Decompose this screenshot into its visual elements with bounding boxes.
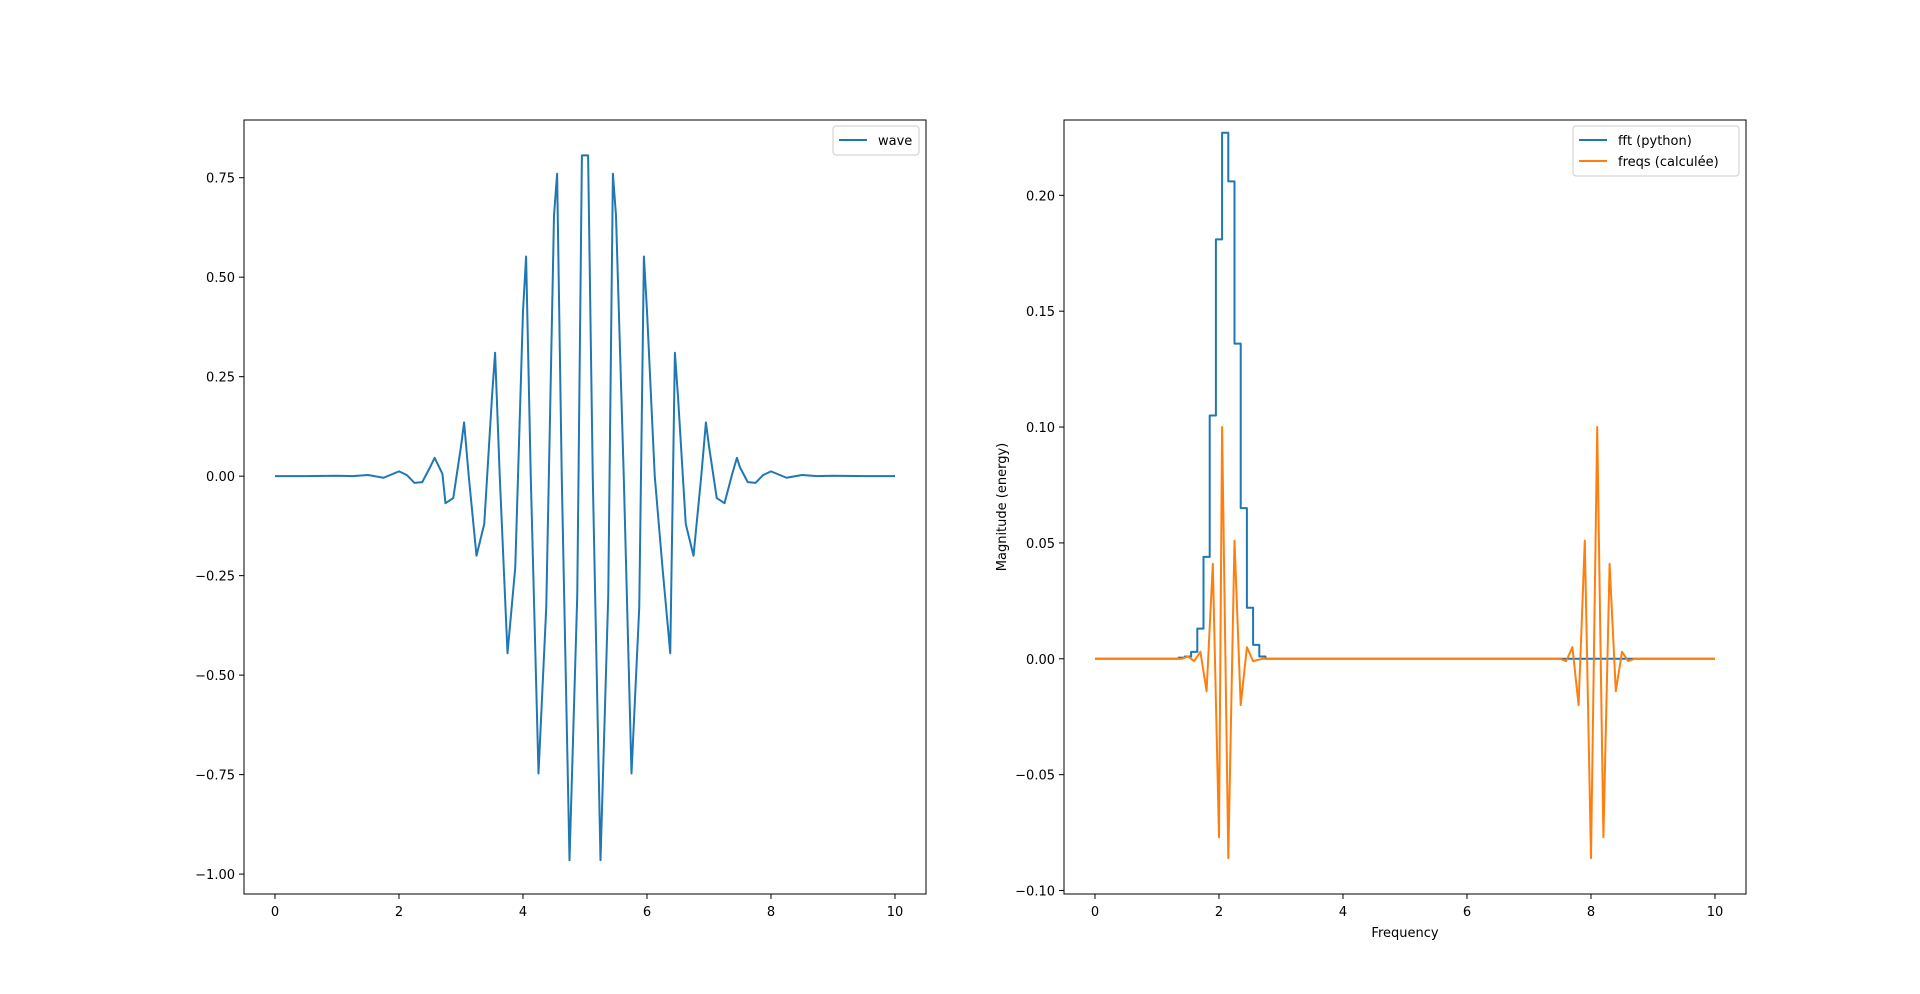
- right-y-tick-label: 0.00: [1026, 653, 1055, 668]
- right-x-tick-label: 6: [1463, 905, 1471, 920]
- left-x-tick-label: 2: [395, 905, 403, 920]
- left-series-line-wave: [275, 154, 895, 862]
- left-x-tick-label: 6: [643, 905, 651, 920]
- right-y-tick-label: 0.15: [1026, 305, 1055, 320]
- left-chart-axes: 0 2 4 6 8 10 0.75 0.50 0.25 0.00 −0.25 −0.50 −0.75 −1…: [195, 119, 927, 920]
- left-x-tick-label: 8: [767, 905, 775, 920]
- right-x-axis-label: Frequency: [1371, 926, 1438, 941]
- left-y-tick-label: 0.75: [206, 172, 235, 187]
- right-x-tick-label: 10: [1707, 905, 1724, 920]
- right-x-tick-label: 8: [1587, 905, 1595, 920]
- right-y-tick-label: −0.10: [1015, 885, 1055, 900]
- right-series-line-fft-python: [1095, 131, 1715, 660]
- right-y-tick-label: 0.05: [1026, 537, 1055, 552]
- left-axes-frame: [243, 119, 927, 895]
- left-legend: wave: [832, 125, 920, 156]
- right-x-tick-label: 4: [1339, 905, 1347, 920]
- left-y-tick-label: −1.00: [195, 868, 235, 883]
- left-y-tick-label: −0.50: [195, 669, 235, 684]
- left-y-tick-label: −0.25: [195, 570, 235, 585]
- right-x-tick-label: 0: [1091, 905, 1099, 920]
- left-legend-label-wave: wave: [878, 134, 912, 149]
- left-y-tick-label: 0.50: [206, 271, 235, 286]
- left-y-tick-label: 0.25: [206, 371, 235, 386]
- left-x-tick-label: 0: [271, 905, 279, 920]
- right-y-tick-label: 0.10: [1026, 421, 1055, 436]
- right-legend: fft (python) freqs (calculée): [1572, 125, 1740, 177]
- right-y-tick-label: 0.20: [1026, 189, 1055, 204]
- left-y-tick-label: 0.00: [206, 470, 235, 485]
- left-x-tick-label: 4: [519, 905, 527, 920]
- right-chart-axes: 0 2 4 6 8 10 0.20 0.15 0.10 0.05 0.00 −0.05 −0.10 Fre…: [995, 119, 1747, 941]
- right-y-tick-label: −0.05: [1015, 769, 1055, 784]
- left-y-tick-label: −0.75: [195, 769, 235, 784]
- right-y-axis-label: Magnitude (energy): [995, 443, 1010, 571]
- right-legend-label-freqs-calcul-e: freqs (calculée): [1618, 155, 1719, 170]
- left-x-tick-label: 10: [887, 905, 904, 920]
- right-legend-label-fft-python: fft (python): [1618, 134, 1692, 149]
- right-x-tick-label: 2: [1215, 905, 1223, 920]
- right-axes-frame: [1063, 119, 1747, 895]
- right-series-line-freqs-calcul-e: [1095, 426, 1715, 860]
